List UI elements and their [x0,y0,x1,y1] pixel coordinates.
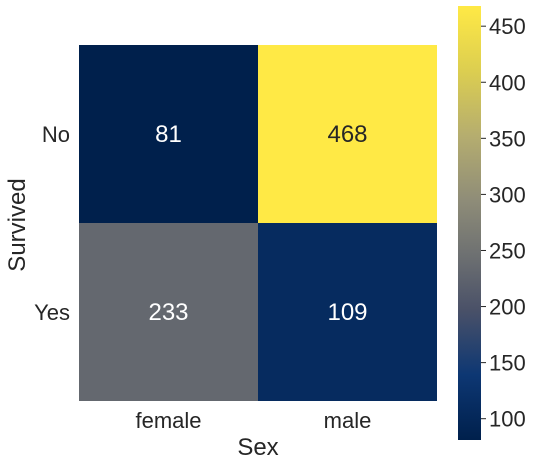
heatmap-cell-labels: 81 468 233 109 [148,121,367,326]
cell-value-label: 468 [327,121,367,148]
heatmap-cell-no-female [79,45,258,223]
y-axis-title: Survived [4,178,31,271]
colorbar-tick-label: 200 [489,295,526,320]
x-tick-label: male [324,408,372,433]
cell-value-label: 233 [148,299,188,326]
colorbar-tick-label: 450 [489,14,526,39]
colorbar [458,6,481,440]
colorbar-tick-label: 150 [489,351,526,376]
y-tick-labels: No Yes [34,122,70,325]
cell-value-label: 81 [155,121,182,148]
heatmap-cell-no-male [258,45,437,223]
x-axis-title: Sex [237,434,278,461]
colorbar-ticks: 100 150 200 250 300 350 400 450 [481,14,526,432]
heatmap-cell-yes-male [258,223,437,401]
y-tick-label: Yes [34,300,70,325]
colorbar-tick-label: 250 [489,238,526,263]
heatmap-cells [79,45,437,401]
cell-value-label: 109 [327,299,367,326]
colorbar-tick-label: 350 [489,126,526,151]
y-tick-label: No [42,122,70,147]
colorbar-tick-label: 300 [489,182,526,207]
colorbar-tick-label: 400 [489,70,526,95]
x-tick-labels: female male [135,408,371,433]
colorbar-tick-label: 100 [489,407,526,432]
heatmap-cell-yes-female [79,223,258,401]
x-tick-label: female [135,408,201,433]
